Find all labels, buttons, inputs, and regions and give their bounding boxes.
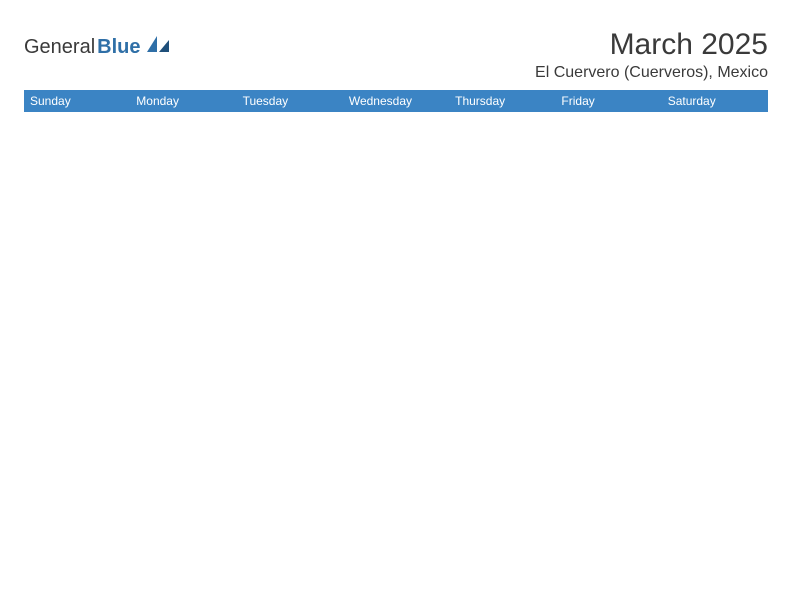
brand-part1: General — [24, 36, 95, 59]
location: El Cuervero (Cuerveros), Mexico — [535, 64, 768, 82]
day-header-row: Sunday Monday Tuesday Wednesday Thursday… — [24, 90, 768, 112]
day-header: Monday — [130, 90, 236, 112]
brand-part2: Blue — [97, 36, 140, 59]
sail-icon — [145, 34, 171, 60]
header: GeneralBlue March 2025 El Cuervero (Cuer… — [24, 28, 768, 82]
month-title: March 2025 — [535, 28, 768, 62]
calendar-table: Sunday Monday Tuesday Wednesday Thursday… — [24, 90, 768, 112]
day-header: Friday — [555, 90, 661, 112]
day-header: Wednesday — [343, 90, 449, 112]
day-header: Saturday — [662, 90, 768, 112]
day-header: Thursday — [449, 90, 555, 112]
title-block: March 2025 El Cuervero (Cuerveros), Mexi… — [535, 28, 768, 82]
brand-logo: GeneralBlue — [24, 34, 171, 60]
page: GeneralBlue March 2025 El Cuervero (Cuer… — [0, 0, 792, 112]
day-header: Tuesday — [237, 90, 343, 112]
day-header: Sunday — [24, 90, 130, 112]
